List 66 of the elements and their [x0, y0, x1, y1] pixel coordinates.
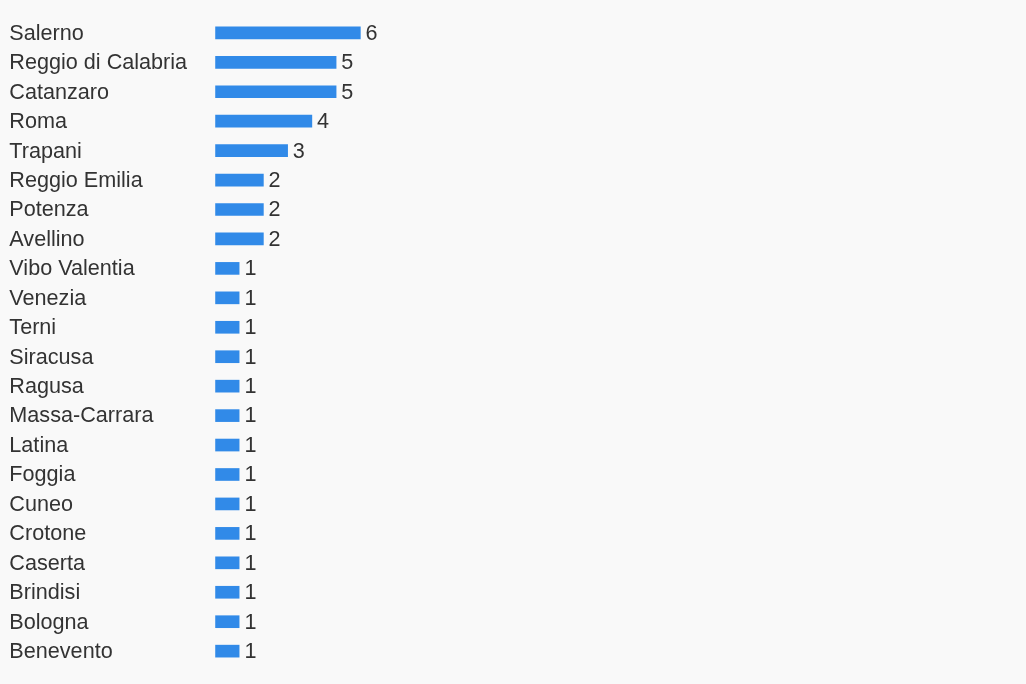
data-label: 1 [244, 255, 257, 281]
bar [215, 438, 240, 452]
data-label: 1 [244, 461, 257, 487]
data-label: 1 [244, 520, 257, 546]
bar [215, 232, 264, 246]
y-tick-label: Avellino [9, 225, 85, 251]
y-tick-label: Catanzaro [9, 78, 110, 104]
data-label: 1 [244, 343, 257, 369]
data-label: 2 [268, 166, 281, 192]
bar [215, 114, 313, 128]
bar [215, 409, 240, 422]
bar [215, 615, 240, 629]
bar [215, 468, 240, 481]
y-tick-label: Reggio di Calabria [9, 49, 189, 75]
y-tick-label: Bologna [9, 608, 90, 634]
bar [215, 379, 240, 393]
bar [215, 644, 240, 658]
data-label: 5 [341, 49, 354, 75]
data-label: 4 [317, 108, 330, 134]
data-label: 1 [244, 549, 257, 575]
data-label: 6 [365, 19, 378, 45]
y-tick-label: Latina [9, 431, 70, 457]
y-tick-label: Potenza [9, 196, 90, 222]
data-label: 1 [244, 402, 257, 428]
bar [215, 173, 264, 187]
y-tick-label: Trapani [9, 137, 82, 163]
y-tick-label: Cuneo [9, 490, 74, 516]
bar [215, 497, 240, 511]
bar [215, 262, 240, 275]
data-label: 1 [244, 490, 257, 516]
data-label: 1 [244, 579, 257, 605]
data-label: 1 [244, 431, 257, 457]
y-tick-label: Reggio Emilia [9, 166, 144, 192]
data-label: 2 [268, 225, 281, 251]
y-tick-label: Venezia [9, 284, 88, 310]
y-tick-label: Foggia [9, 461, 77, 487]
data-label: 1 [244, 638, 257, 664]
bar [215, 320, 240, 334]
y-tick-label: Siracusa [9, 343, 95, 369]
bar [215, 203, 264, 216]
y-tick-label: Caserta [9, 549, 86, 575]
data-label: 2 [268, 196, 281, 222]
y-tick-label: Vibo Valentia [9, 255, 136, 281]
y-tick-label: Brindisi [9, 579, 81, 605]
bar [215, 585, 240, 599]
data-label: 1 [244, 314, 257, 340]
data-label: 1 [244, 373, 257, 399]
data-label: 5 [341, 78, 354, 104]
bar [215, 350, 240, 364]
y-tick-label: Salerno [9, 19, 84, 45]
y-tick-label: Crotone [9, 520, 87, 546]
bar [215, 527, 240, 540]
bar [215, 556, 240, 570]
bar [215, 144, 288, 157]
y-tick-label: Massa-Carrara [9, 402, 155, 428]
data-label: 1 [244, 608, 257, 634]
data-label: 3 [292, 137, 305, 163]
y-tick-label: Benevento [9, 638, 113, 664]
y-tick-label: Ragusa [9, 373, 85, 399]
y-tick-label: Terni [9, 314, 57, 340]
bar [215, 291, 240, 305]
data-label: 1 [244, 284, 257, 310]
bar [215, 85, 337, 99]
bar [215, 55, 337, 69]
y-tick-label: Roma [9, 108, 68, 134]
bar [215, 26, 361, 40]
